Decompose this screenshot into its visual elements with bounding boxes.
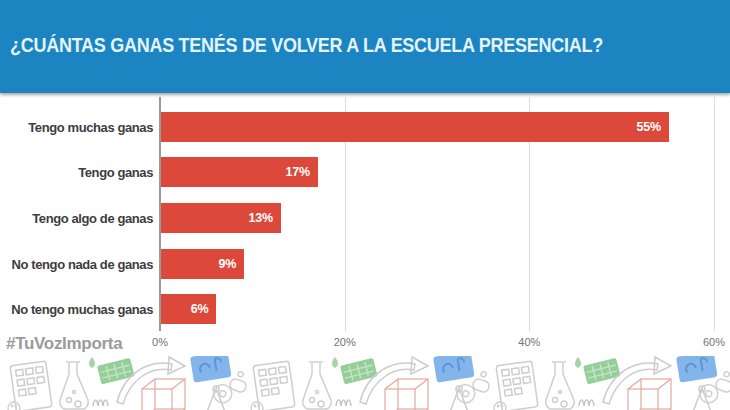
x-tick-label: 20% (334, 336, 356, 348)
x-tick-label: 60% (703, 336, 725, 348)
header-banner: ¿CUÁNTAS GANAS TENÉS DE VOLVER A LA ESCU… (0, 0, 730, 93)
bar: 13% (161, 203, 281, 233)
bar: 55% (161, 112, 669, 142)
category-label: No tengo nada de ganas (0, 256, 153, 271)
bar-value-label: 17% (286, 165, 318, 179)
bar-value-label: 13% (249, 211, 281, 225)
bar-value-label: 9% (218, 257, 244, 271)
chart-row: No tengo nada de ganas 9% (0, 241, 730, 287)
category-label: Tengo ganas (0, 165, 153, 180)
doodle-band (0, 356, 730, 410)
hashtag-label: #TuVozImporta (6, 334, 122, 354)
bar-value-label: 55% (636, 120, 668, 134)
chart-row: Tengo muchas ganas 55% (0, 104, 730, 150)
category-label: No tengo muchas ganas (0, 302, 153, 317)
chart-row: Tengo ganas 17% (0, 150, 730, 196)
chart-row: No tengo muchas ganas 6% (0, 286, 730, 332)
bar: 6% (161, 294, 216, 324)
x-tick-label: 40% (518, 336, 540, 348)
x-tick-label: 0% (152, 336, 168, 348)
category-label: Tengo muchas ganas (0, 119, 153, 134)
bar-chart: Tengo muchas ganas55%Tengo ganas17%Tengo… (0, 92, 730, 362)
category-label: Tengo algo de ganas (0, 210, 153, 225)
chart-row: Tengo algo de ganas 13% (0, 195, 730, 241)
bar: 17% (161, 157, 318, 187)
page-title: ¿CUÁNTAS GANAS TENÉS DE VOLVER A LA ESCU… (10, 34, 603, 57)
bar: 9% (161, 249, 244, 279)
bar-value-label: 6% (191, 302, 217, 316)
